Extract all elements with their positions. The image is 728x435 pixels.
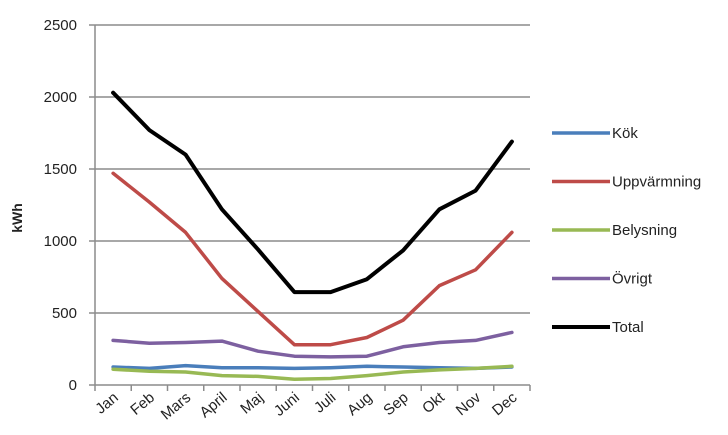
y-tick-label: 1000	[44, 233, 77, 250]
legend-label: Kök	[612, 125, 638, 142]
y-tick-label: 2000	[44, 89, 77, 106]
x-tick-label: Maj	[237, 389, 266, 418]
x-tick-label: Dec	[489, 389, 521, 419]
legend: Kök Uppvärmning Belysning Övrigt Total	[552, 125, 701, 336]
x-tick-label: Sep	[380, 389, 411, 419]
x-tick-label: Mars	[158, 389, 194, 423]
series-line	[111, 364, 514, 381]
x-tick-label: Nov	[453, 389, 485, 419]
series-line	[111, 90, 514, 295]
series-line	[111, 171, 514, 347]
x-tick-label: Okt	[419, 389, 448, 418]
x-tick-label: Juni	[271, 389, 303, 420]
x-tick-labels: Jan Feb Mars April Maj Juni Juli Aug Sep Okt Nov De…	[92, 389, 521, 424]
x-tick-label: April	[197, 389, 231, 421]
y-axis-label: kWh	[9, 203, 25, 233]
series-lines	[111, 90, 514, 381]
series-line	[111, 330, 514, 359]
x-tick-label: Jan	[92, 389, 121, 418]
series-line	[111, 363, 514, 371]
legend-label: Belysning	[612, 222, 677, 239]
x-tick-label: Aug	[344, 389, 375, 419]
gridlines	[95, 24, 530, 314]
axes	[89, 24, 531, 391]
legend-label: Uppvärmning	[612, 174, 701, 191]
legend-label: Total	[612, 319, 644, 336]
x-tick-label: Feb	[127, 389, 158, 419]
y-tick-labels: 0 500 1000 1500 2000 2500	[44, 17, 77, 394]
y-tick-label: 2500	[44, 17, 77, 34]
legend-label: Övrigt	[612, 270, 653, 288]
y-tick-label: 500	[52, 305, 77, 322]
x-tick-label: Juli	[311, 389, 339, 416]
y-tick-label: 1500	[44, 161, 77, 178]
y-tick-label: 0	[69, 377, 77, 394]
